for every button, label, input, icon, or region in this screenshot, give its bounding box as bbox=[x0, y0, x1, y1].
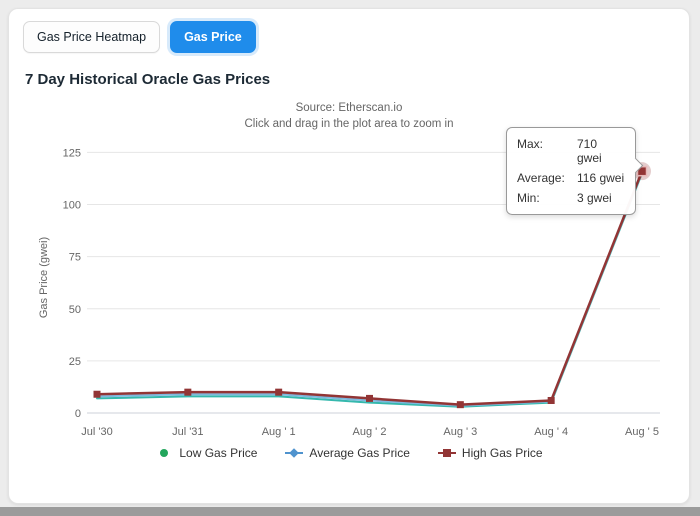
legend-label-average: Average Gas Price bbox=[309, 446, 410, 460]
tooltip-max-value: 710 gwei bbox=[577, 137, 602, 165]
svg-text:75: 75 bbox=[69, 252, 81, 264]
tooltip-row-average: Average: 116 gwei bbox=[517, 171, 625, 185]
svg-text:Jul '30: Jul '30 bbox=[81, 426, 112, 438]
svg-text:125: 125 bbox=[63, 147, 81, 159]
gas-price-card: Gas Price Heatmap Gas Price 7 Day Histor… bbox=[8, 8, 690, 504]
chart-source-text: Source: Etherscan.io bbox=[295, 102, 403, 114]
svg-text:0: 0 bbox=[75, 408, 81, 420]
legend-item-average-gas-price[interactable]: Average Gas Price bbox=[285, 446, 410, 460]
page-title: 7 Day Historical Oracle Gas Prices bbox=[25, 71, 271, 88]
svg-text:100: 100 bbox=[63, 200, 81, 212]
legend-label-high: High Gas Price bbox=[461, 446, 543, 460]
legend-item-low-gas-price[interactable]: Low Gas Price bbox=[155, 446, 257, 460]
legend-item-high-gas-price[interactable]: High Gas Price bbox=[437, 446, 543, 460]
svg-text:Aug ' 4: Aug ' 4 bbox=[534, 426, 568, 438]
svg-text:Gas Price (gwei): Gas Price (gwei) bbox=[38, 237, 50, 318]
tab-gas-price-heatmap[interactable]: Gas Price Heatmap bbox=[23, 21, 161, 53]
chart-tooltip: Max: 710 gwei Average: 116 gwei Min: 3 g… bbox=[506, 127, 636, 215]
svg-text:Jul '31: Jul '31 bbox=[172, 426, 203, 438]
chart-zoom-hint-text: Click and drag in the plot area to zoom … bbox=[244, 117, 454, 130]
chart-legend: Low Gas Price Average Gas Price High Gas… bbox=[9, 446, 689, 460]
tab-bar: Gas Price Heatmap Gas Price bbox=[23, 21, 256, 53]
chart-subtitle: Source: Etherscan.io Click and drag in t… bbox=[9, 101, 689, 132]
tab-gas-price[interactable]: Gas Price bbox=[170, 21, 256, 53]
svg-text:Aug ' 1: Aug ' 1 bbox=[262, 426, 296, 438]
svg-text:Aug ' 2: Aug ' 2 bbox=[353, 426, 387, 438]
high-gas-price-marker-icon bbox=[437, 448, 456, 458]
tooltip-row-min: Min: 3 gwei bbox=[517, 191, 625, 205]
svg-text:25: 25 bbox=[69, 356, 81, 368]
tooltip-min-value: 3 gwei bbox=[577, 191, 612, 205]
tooltip-max-label: Max: bbox=[517, 137, 544, 151]
tooltip-average-label: Average: bbox=[517, 171, 565, 185]
average-gas-price-marker-icon bbox=[285, 448, 304, 458]
low-gas-price-marker-icon bbox=[155, 448, 173, 458]
tooltip-min-label: Min: bbox=[517, 191, 540, 205]
svg-text:Aug ' 3: Aug ' 3 bbox=[443, 426, 477, 438]
page-bottom-edge bbox=[0, 507, 700, 516]
legend-label-low: Low Gas Price bbox=[179, 446, 258, 460]
tooltip-row-max: Max: 710 gwei bbox=[517, 137, 625, 165]
tooltip-average-value: 116 gwei bbox=[577, 171, 625, 185]
svg-text:Aug ' 5: Aug ' 5 bbox=[625, 426, 659, 438]
svg-text:50: 50 bbox=[69, 304, 81, 316]
